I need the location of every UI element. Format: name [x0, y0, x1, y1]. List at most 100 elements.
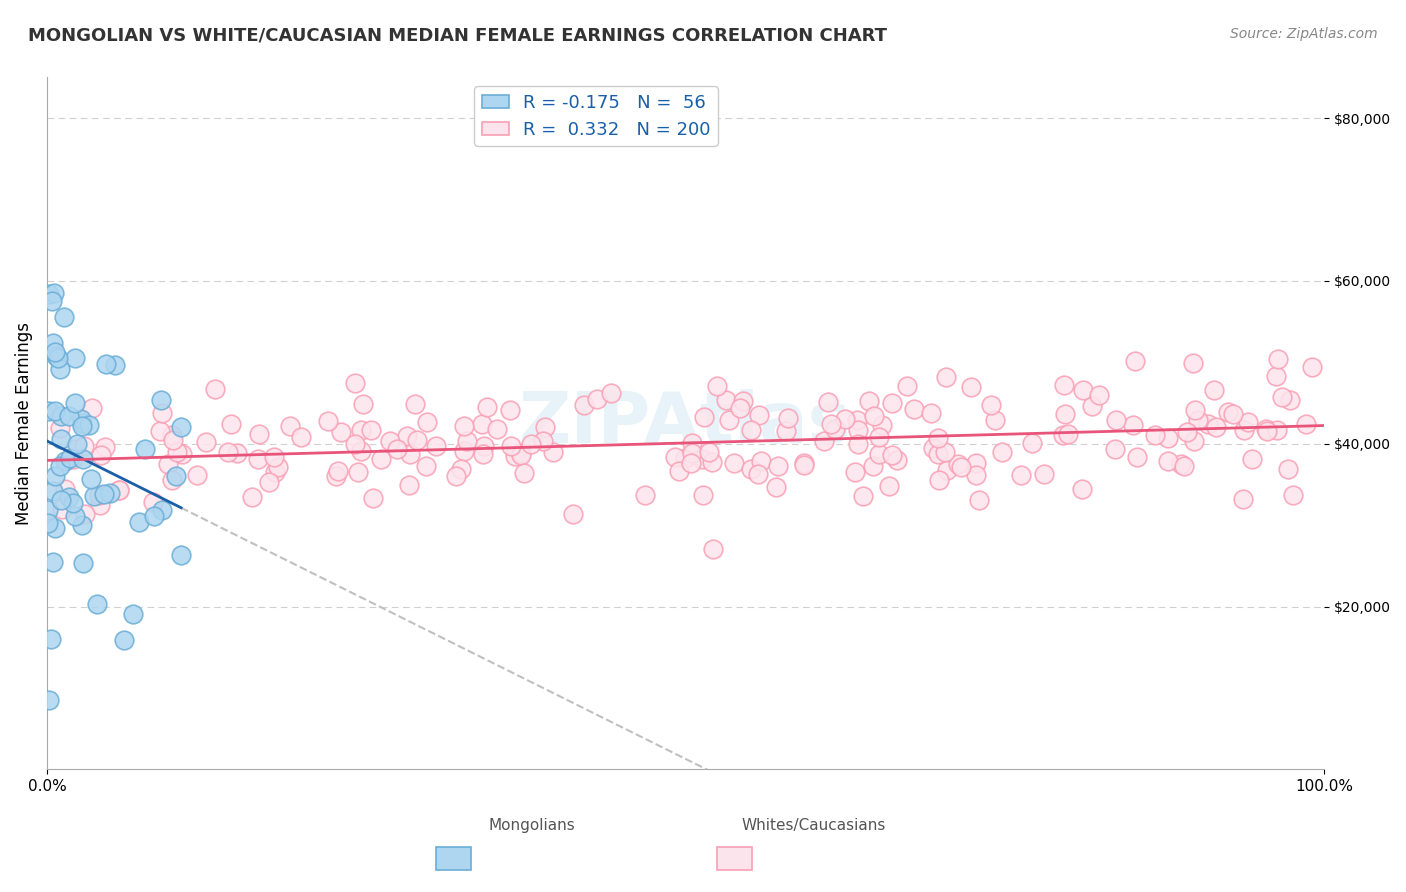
Point — [278, 419, 301, 434]
Point — [38, 693, 60, 707]
Point — [765, 480, 787, 494]
Point — [868, 447, 890, 461]
Point — [172, 447, 194, 461]
Point — [749, 454, 772, 468]
Point — [935, 370, 957, 384]
Point — [93, 487, 115, 501]
Point — [1218, 405, 1240, 419]
Point — [681, 446, 703, 460]
Point — [1265, 424, 1288, 438]
Point — [425, 439, 447, 453]
Point — [166, 445, 188, 459]
Point — [44, 404, 66, 418]
Point — [486, 422, 509, 436]
Point — [160, 427, 183, 442]
Point — [1295, 417, 1317, 432]
Point — [49, 361, 72, 376]
Point — [226, 446, 249, 460]
Point — [112, 633, 135, 648]
Point — [94, 358, 117, 372]
Point — [1144, 428, 1167, 442]
Point — [267, 460, 290, 475]
Point — [53, 454, 76, 468]
Point — [499, 439, 522, 453]
Point — [882, 448, 904, 462]
Y-axis label: Median Female Earnings: Median Female Earnings — [15, 322, 32, 524]
Point — [928, 473, 950, 487]
Point — [48, 421, 70, 435]
Point — [730, 401, 752, 415]
Point — [991, 445, 1014, 459]
Point — [58, 409, 80, 423]
Point — [1237, 415, 1260, 429]
Point — [934, 444, 956, 458]
Point — [62, 451, 84, 466]
Point — [471, 446, 494, 460]
Text: MONGOLIAN VS WHITE/CAUCASIAN MEDIAN FEMALE EARNINGS CORRELATION CHART: MONGOLIAN VS WHITE/CAUCASIAN MEDIAN FEMA… — [28, 27, 887, 45]
Point — [128, 515, 150, 529]
Point — [398, 478, 420, 492]
Point — [886, 453, 908, 467]
Point — [1175, 425, 1198, 439]
Point — [38, 404, 60, 418]
Point — [350, 444, 373, 458]
Point — [499, 402, 522, 417]
Point — [505, 450, 527, 464]
Point — [41, 556, 63, 570]
Point — [1277, 462, 1299, 476]
Point — [330, 425, 353, 439]
Point — [824, 422, 846, 436]
Text: ZIPAtlas: ZIPAtlas — [519, 389, 852, 458]
Legend: R = -0.175   N =  56, R =  0.332   N = 200: R = -0.175 N = 56, R = 0.332 N = 200 — [474, 87, 718, 146]
Point — [72, 557, 94, 571]
Point — [194, 434, 217, 449]
Point — [935, 463, 957, 477]
Point — [343, 437, 366, 451]
Point — [1071, 383, 1094, 397]
Point — [86, 597, 108, 611]
Point — [53, 310, 76, 324]
Point — [44, 521, 66, 535]
Point — [150, 405, 173, 419]
Point — [693, 409, 716, 424]
Point — [453, 419, 475, 434]
Point — [1233, 423, 1256, 437]
Point — [44, 344, 66, 359]
Point — [352, 397, 374, 411]
Point — [370, 451, 392, 466]
Point — [562, 507, 585, 521]
Point — [1184, 403, 1206, 417]
Point — [766, 459, 789, 474]
Point — [1123, 354, 1146, 368]
Point — [1256, 424, 1278, 438]
Point — [41, 293, 63, 308]
Point — [983, 413, 1005, 427]
Point — [122, 607, 145, 622]
Point — [679, 456, 702, 470]
Point — [45, 349, 67, 363]
Point — [747, 467, 769, 481]
Point — [967, 492, 990, 507]
Point — [42, 286, 65, 301]
Point — [740, 423, 762, 437]
Point — [1182, 434, 1205, 448]
Point — [89, 499, 111, 513]
Point — [1157, 453, 1180, 467]
Point — [453, 444, 475, 458]
Point — [150, 503, 173, 517]
Point — [844, 465, 866, 479]
Point — [920, 406, 942, 420]
Point — [162, 433, 184, 447]
Point — [793, 456, 815, 470]
Point — [1081, 400, 1104, 414]
Point — [1267, 351, 1289, 366]
Point — [1157, 431, 1180, 445]
Point — [143, 509, 166, 524]
Point — [51, 502, 73, 516]
Point — [170, 548, 193, 562]
Point — [1070, 483, 1092, 497]
Point — [1087, 388, 1109, 402]
Point — [59, 451, 82, 466]
Point — [387, 442, 409, 456]
Point — [49, 409, 72, 423]
